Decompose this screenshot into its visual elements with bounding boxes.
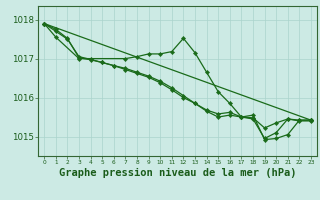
X-axis label: Graphe pression niveau de la mer (hPa): Graphe pression niveau de la mer (hPa) bbox=[59, 168, 296, 178]
